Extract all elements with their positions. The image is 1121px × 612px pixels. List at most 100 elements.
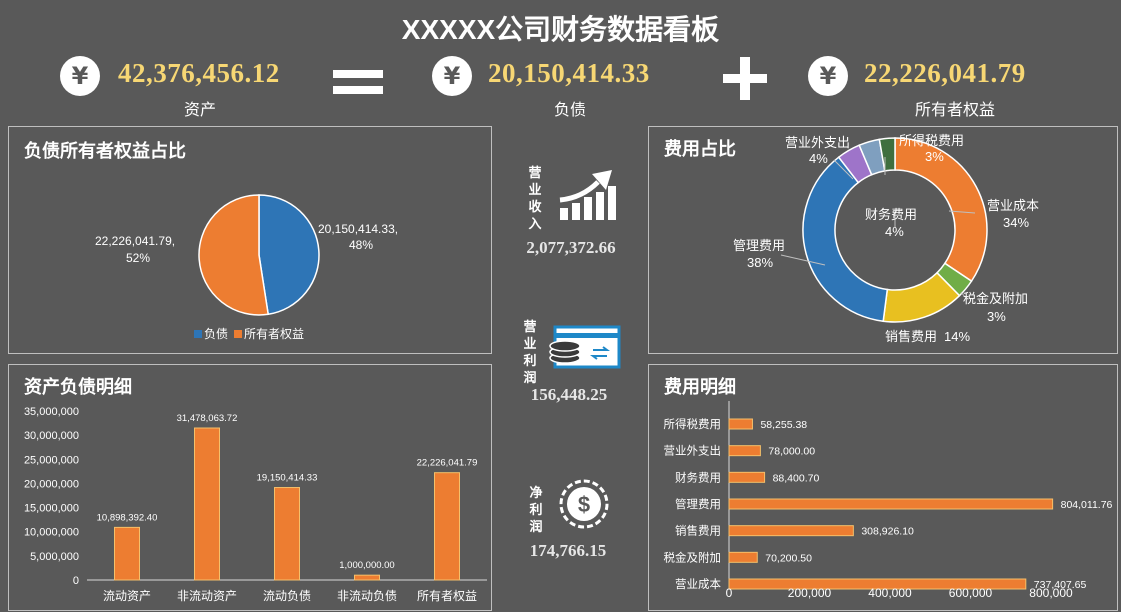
donut-label-surtax-name: 税金及附加 xyxy=(963,291,1028,306)
x-tick-label: 400,000 xyxy=(868,586,912,600)
bar-2 xyxy=(274,487,300,581)
yuan-icon: ¥ xyxy=(60,56,100,96)
profit-label: 营业利润 xyxy=(523,319,537,385)
equals-sign-bar xyxy=(333,86,383,94)
hbar-value-label: 737,407.65 xyxy=(1034,579,1087,591)
hbar-value-label: 88,400.70 xyxy=(773,472,820,484)
y-tick-label: 税金及附加 xyxy=(664,550,722,564)
net-profit-label: 净利润 xyxy=(529,485,543,534)
asset-liability-detail-panel: 资产负债明细 0 5,000,000 10,000,000 15,000,000 20,… xyxy=(8,364,492,611)
donut-label-tax-pct: 3% xyxy=(925,149,944,164)
y-tick-label: 管理费用 xyxy=(675,497,721,511)
equity-label: 所有者权益 xyxy=(914,102,995,119)
x-tick-label: 非流动资产 xyxy=(177,589,237,603)
liability-equity-pie-panel: 负债所有者权益占比 20,150,414.33, 48% 22,226,041.… xyxy=(8,126,492,354)
pie-label-liabilities-pct: 48% xyxy=(349,238,373,252)
yuan-icon: ¥ xyxy=(808,56,848,96)
x-tick-label: 200,000 xyxy=(788,586,832,600)
pie-slice-1 xyxy=(198,194,270,316)
y-tick-label: 0 xyxy=(73,575,79,587)
hbar-3 xyxy=(728,498,1054,510)
legend-swatch-liabilities xyxy=(194,330,202,338)
bar-1 xyxy=(194,427,220,581)
bar-0 xyxy=(114,526,140,581)
asset-liability-bar-chart: 0 5,000,000 10,000,000 15,000,000 20,000,000… xyxy=(24,406,487,603)
plus-sign-bar xyxy=(740,57,750,100)
bar-value-label: 1,000,000.00 xyxy=(339,560,394,571)
pie-label-equity-pct: 52% xyxy=(126,251,150,265)
legend-label-liabilities: 负债 xyxy=(204,327,228,341)
y-tick-label: 营业成本 xyxy=(675,577,721,591)
y-tick-label: 35,000,000 xyxy=(24,406,79,418)
page-title: XXXXX公司财务数据看板 xyxy=(401,14,720,45)
donut-label-sales-name: 销售费用 xyxy=(885,329,937,344)
bar-4 xyxy=(434,472,460,581)
liabilities-value: 20,150,414.33 xyxy=(488,58,650,88)
donut-label-surtax-pct: 3% xyxy=(987,309,1006,324)
x-tick-label: 所有者权益 xyxy=(417,589,477,603)
revenue-value: 2,077,372.66 xyxy=(526,238,616,257)
legend-label-equity: 所有者权益 xyxy=(244,327,304,341)
donut-label-finance-name: 财务费用 xyxy=(865,207,917,222)
y-tick-label: 25,000,000 xyxy=(24,454,79,466)
liability-equity-pie-chart: 20,150,414.33, 48% 22,226,041.79, 52% 负债… xyxy=(95,194,398,341)
bar-3 xyxy=(354,574,380,581)
leader-line xyxy=(780,254,826,266)
hbar-value-label: 308,926.10 xyxy=(861,526,914,538)
bar-value-label: 31,478,063.72 xyxy=(177,413,238,424)
bar-value-label: 19,150,414.33 xyxy=(257,473,318,484)
hbar-value-label: 58,255.38 xyxy=(760,419,807,431)
cash-card-icon xyxy=(549,325,621,369)
y-tick-label: 销售费用 xyxy=(675,524,721,538)
donut-label-admin-pct: 38% xyxy=(747,255,773,270)
net-profit-value: 174,766.15 xyxy=(529,541,607,560)
x-tick-label: 流动负债 xyxy=(263,589,311,603)
pie-label-equity-value: 22,226,041.79, xyxy=(95,234,175,248)
hbar-4 xyxy=(728,525,854,537)
hbar-value-label: 70,200.50 xyxy=(765,552,812,564)
hbar-1 xyxy=(728,445,761,457)
hbar-value-label: 78,000.00 xyxy=(768,446,815,458)
leader-line xyxy=(833,159,854,180)
y-tick-label: 10,000,000 xyxy=(24,527,79,539)
yuan-icon: ¥ xyxy=(432,56,472,96)
expense-share-panel: 费用占比 营业外支出 4% 所得税费用 3% 营业成本 34% 财务费用 4% … xyxy=(648,126,1118,354)
bar-value-label: 22,226,041.79 xyxy=(417,458,478,469)
legend-swatch-equity xyxy=(234,330,242,338)
hbar-6 xyxy=(728,578,1027,590)
expense-detail-hbar-chart: 所得税费用 58,255.38 营业外支出 78,000.00 财务费用 88,400.7… xyxy=(664,401,1113,600)
y-tick-label: 营业外支出 xyxy=(664,444,722,458)
equity-value: 22,226,041.79 xyxy=(864,58,1026,88)
pie-label-liabilities-value: 20,150,414.33, xyxy=(318,222,398,236)
growth-chart-icon xyxy=(559,170,616,220)
x-tick-label: 流动资产 xyxy=(103,589,151,603)
donut-label-finance-pct: 4% xyxy=(885,224,904,239)
donut-label-tax-name: 所得税费用 xyxy=(899,133,964,148)
panel-title: 费用占比 xyxy=(664,139,736,159)
x-tick-label: 600,000 xyxy=(949,586,993,600)
equals-sign xyxy=(333,70,383,78)
expense-share-donut-chart: 营业外支出 4% 所得税费用 3% 营业成本 34% 财务费用 4% 管理费用 … xyxy=(733,133,1039,344)
donut-slice-6 xyxy=(878,137,896,172)
x-tick-label: 非流动负债 xyxy=(337,589,397,603)
liabilities-label: 负债 xyxy=(553,102,586,119)
x-tick-label: 0 xyxy=(726,586,733,600)
expense-detail-panel: 费用明细 所得税费用 58,255.38 营业外支出 78,000.00 财务费用 88,… xyxy=(648,364,1118,611)
y-tick-label: 30,000,000 xyxy=(24,430,79,442)
donut-slice-3 xyxy=(802,156,889,323)
donut-label-sales-pct: 14% xyxy=(944,329,970,344)
y-tick-label: 20,000,000 xyxy=(24,478,79,490)
profit-value: 156,448.25 xyxy=(530,385,608,404)
y-tick-label: 5,000,000 xyxy=(30,551,79,563)
y-tick-label: 财务费用 xyxy=(675,470,721,484)
svg-text:$: $ xyxy=(578,492,590,517)
donut-label-cost-name: 营业成本 xyxy=(987,198,1039,213)
panel-title: 资产负债明细 xyxy=(24,377,132,397)
panel-title: 负债所有者权益占比 xyxy=(24,141,186,161)
donut-label-nonop-pct: 4% xyxy=(809,151,828,166)
pie-slice-0 xyxy=(258,194,320,316)
donut-label-nonop-name: 营业外支出 xyxy=(785,135,850,150)
dollar-coin-icon: $ xyxy=(559,479,609,529)
assets-value: 42,376,456.12 xyxy=(118,58,280,88)
hbar-5 xyxy=(728,551,758,563)
